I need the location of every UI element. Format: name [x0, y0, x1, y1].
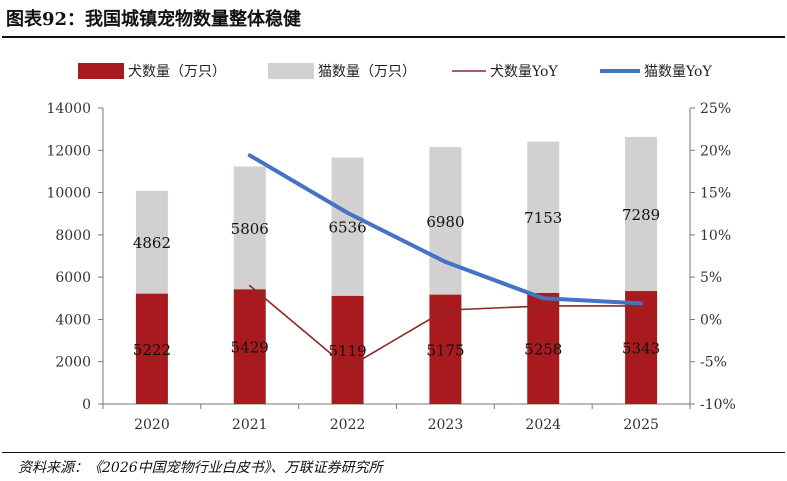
left-axis-tick-label: 8000: [55, 228, 91, 244]
cat-yoy-line: [247, 153, 644, 306]
legend-cat-yoy-label: 猫数量YoY: [644, 64, 712, 80]
x-axis-tick-label: 2021: [232, 417, 268, 433]
right-axis-tick-label: -5%: [700, 355, 727, 371]
dog-count-data-label: 5258: [524, 340, 562, 358]
cat-count-data-label: 5806: [231, 220, 269, 238]
right-axis-tick-label: 0%: [700, 312, 722, 328]
left-axis-tick-label: 2000: [55, 355, 91, 371]
dog-count-bar: [331, 295, 364, 404]
left-axis-tick-label: 4000: [55, 312, 91, 328]
right-axis-tick-label: -10%: [700, 397, 736, 413]
cat-count-bar: [625, 136, 658, 292]
dog-count-data-label: 5222: [133, 341, 171, 359]
x-axis-tick-label: 2024: [525, 417, 561, 433]
cat-count-data-label: 7289: [622, 206, 660, 224]
legend-cat-count-label: 猫数量（万只）: [318, 64, 416, 80]
dog-count-data-label: 5175: [426, 341, 464, 359]
dog-count-bar: [527, 292, 560, 404]
left-axis-tick-label: 6000: [55, 270, 91, 286]
right-axis-tick-label: 15%: [700, 186, 731, 202]
right-axis-tick-label: 20%: [700, 143, 731, 159]
right-axis-tick-label: 5%: [700, 270, 722, 286]
cat-count-data-label: 7153: [524, 209, 562, 227]
source-note: 资料来源：《2026中国宠物行业白皮书》、万联证券研究所: [18, 460, 383, 476]
dog-count-data-label: 5119: [328, 342, 366, 360]
dog-yoy-line: [248, 284, 642, 369]
dog-count-data-label: 5429: [231, 339, 269, 357]
cat-count-data-label: 6980: [426, 213, 464, 231]
right-axis-tick-label: 10%: [700, 228, 731, 244]
legend-dog-count-label: 犬数量（万只）: [128, 64, 226, 80]
x-axis-tick-label: 2020: [134, 417, 170, 433]
title-divider: [2, 36, 785, 38]
cat-count-data-label: 4862: [133, 234, 171, 252]
left-axis-tick-label: 12000: [46, 143, 91, 159]
legend-cat-count-swatch: [268, 63, 314, 79]
cat-count-bar: [331, 157, 364, 296]
source-divider: [2, 452, 785, 453]
dog-count-data-label: 5343: [622, 340, 660, 358]
chart-title: 图表92：我国城镇宠物数量整体稳健: [6, 9, 302, 30]
cat-count-bar: [135, 190, 168, 294]
left-axis-tick-label: 14000: [46, 101, 91, 117]
x-axis-tick-label: 2022: [330, 417, 366, 433]
cat-count-bar: [233, 166, 266, 290]
left-axis-tick-label: 10000: [46, 186, 91, 202]
x-axis-tick-label: 2023: [428, 417, 464, 433]
left-axis-tick-label: 0: [82, 397, 91, 413]
dog-count-bar: [233, 289, 266, 404]
dog-count-bar: [429, 294, 462, 404]
cat-count-bar: [429, 147, 462, 295]
legend-dog-yoy-label: 犬数量YoY: [490, 64, 558, 80]
dog-count-bar: [135, 293, 168, 404]
dog-count-bar: [625, 291, 658, 404]
right-axis-tick-label: 25%: [700, 101, 731, 117]
cat-count-bar: [527, 141, 560, 293]
cat-count-data-label: 6536: [328, 219, 366, 237]
legend-dog-count-swatch: [78, 63, 124, 79]
x-axis-tick-label: 2025: [623, 417, 659, 433]
